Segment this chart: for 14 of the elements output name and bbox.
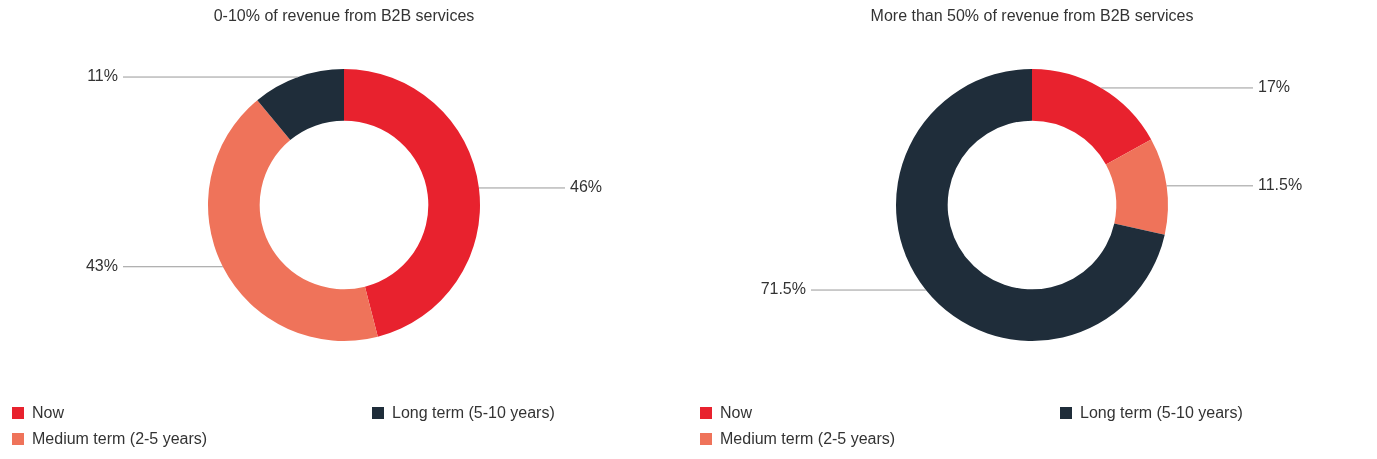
data-label: 11.5% <box>1258 176 1303 194</box>
legend-label: Now <box>720 404 753 422</box>
data-label: 17% <box>1258 78 1291 96</box>
chart-title: More than 50% of revenue from B2B services <box>869 7 1195 25</box>
legend-label: Long term (5-10 years) <box>392 404 555 422</box>
legend-label: Long term (5-10 years) <box>1080 404 1243 422</box>
data-label: 43% <box>85 257 118 275</box>
legend-label: Now <box>32 404 65 422</box>
legend-label: Medium term (2-5 years) <box>32 430 208 448</box>
data-label: 46% <box>570 178 603 196</box>
data-label: 11% <box>87 67 118 85</box>
chart-title: 0-10% of revenue from B2B services <box>212 7 476 25</box>
data-label: 71.5% <box>760 280 806 298</box>
legend-label: Medium term (2-5 years) <box>720 430 896 448</box>
